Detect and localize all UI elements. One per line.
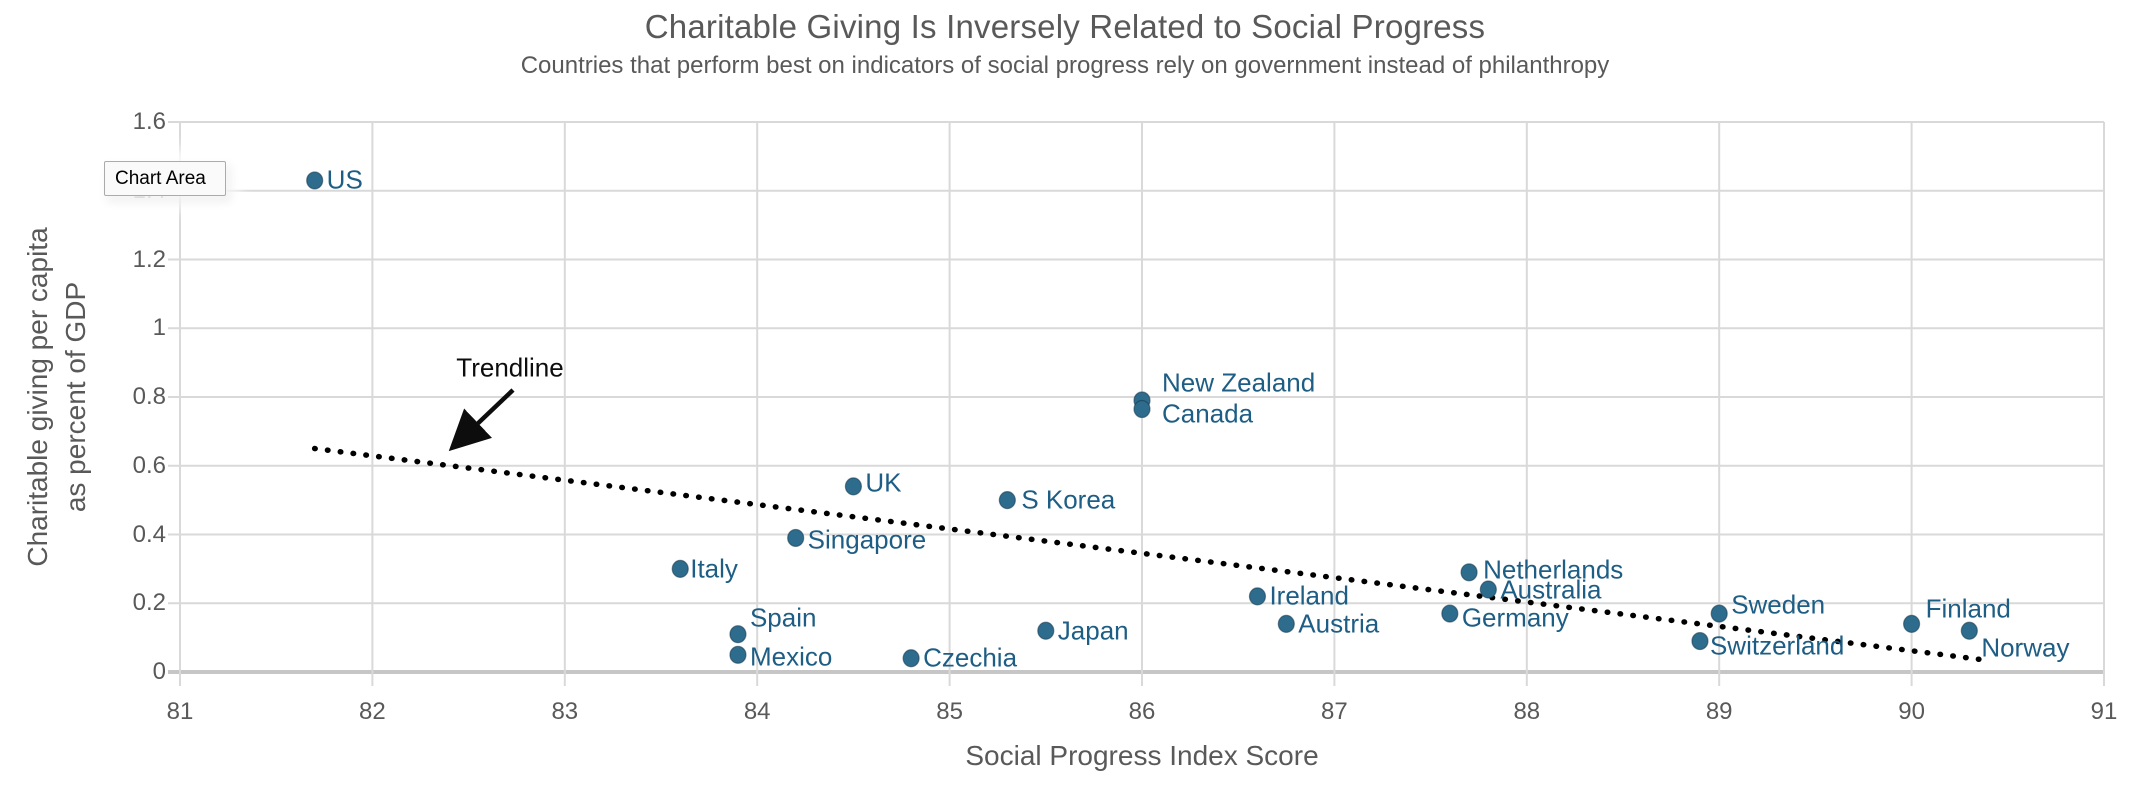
- y-tick-label: 1.2: [132, 245, 166, 273]
- data-point-norway[interactable]: [1960, 621, 1978, 640]
- data-point-ireland[interactable]: [1248, 587, 1267, 606]
- data-label-new-zealand[interactable]: New Zealand: [1162, 367, 1316, 398]
- y-tick-label: 0.6: [132, 451, 166, 479]
- data-label-switzerland[interactable]: Switzerland: [1709, 630, 1845, 661]
- data-label-australia[interactable]: Australia: [1500, 574, 1602, 604]
- x-tick-label: 90: [1898, 698, 1925, 725]
- data-label-ireland[interactable]: Ireland: [1269, 580, 1349, 611]
- data-point-singapore[interactable]: [787, 528, 805, 548]
- data-point-spain[interactable]: [729, 625, 747, 644]
- data-point-finland[interactable]: [1902, 614, 1921, 633]
- chart-title: Charitable Giving Is Inversely Related t…: [644, 8, 1486, 45]
- data-label-czechia[interactable]: Czechia: [923, 642, 1018, 673]
- data-label-singapore[interactable]: Singapore: [807, 524, 927, 555]
- data-point-sweden[interactable]: [1710, 604, 1728, 623]
- data-label-norway[interactable]: Norway: [1981, 632, 2070, 663]
- data-point-australia[interactable]: [1479, 580, 1497, 599]
- data-label-netherlands[interactable]: Netherlands: [1483, 554, 1624, 585]
- x-tick-label: 84: [743, 698, 771, 725]
- x-tick-label: 81: [166, 698, 194, 725]
- x-tick-label: 91: [2090, 698, 2118, 725]
- data-label-spain[interactable]: Spain: [749, 602, 817, 633]
- trendline[interactable]: [311, 445, 1982, 663]
- data-label-mexico[interactable]: Mexico: [749, 641, 833, 672]
- x-tick-label: 88: [1513, 698, 1541, 725]
- data-label-finland[interactable]: Finland: [1925, 593, 2011, 624]
- y-tick-label: 0.2: [132, 589, 166, 617]
- data-label-canada[interactable]: Canada: [1162, 398, 1254, 429]
- y-tick-label: 0.8: [132, 383, 166, 410]
- x-tick-label: 86: [1128, 698, 1156, 725]
- data-label-sweden[interactable]: Sweden: [1731, 589, 1826, 620]
- y-tick-label: 0.4: [132, 520, 166, 548]
- y-tick-label: 1.6: [132, 108, 166, 135]
- data-label-uk[interactable]: UK: [865, 467, 902, 498]
- data-label-germany[interactable]: Germany: [1461, 602, 1569, 633]
- data-point-germany[interactable]: [1441, 604, 1459, 623]
- x-tick-label: 87: [1321, 698, 1348, 725]
- data-label-japan[interactable]: Japan: [1057, 615, 1129, 646]
- data-point-mexico[interactable]: [729, 645, 747, 664]
- y-axis-title-line1: Charitable giving per capita: [22, 227, 53, 567]
- data-point-uk[interactable]: [844, 477, 863, 496]
- data-point-japan[interactable]: [1037, 621, 1055, 640]
- y-axis-title: Charitable giving per capita as percent …: [19, 97, 95, 697]
- data-label-s-korea[interactable]: S Korea: [1021, 484, 1116, 515]
- x-axis-title: Social Progress Index Score: [965, 740, 1319, 771]
- data-label-us[interactable]: US: [326, 164, 363, 195]
- data-point-netherlands[interactable]: [1460, 563, 1478, 582]
- x-tick-label: 85: [936, 698, 963, 725]
- data-point-s-korea[interactable]: [998, 491, 1016, 510]
- chart-area-tooltip: Chart Area: [104, 161, 226, 196]
- y-tick-label: 1: [152, 314, 166, 342]
- y-tick-label: 0: [152, 658, 166, 685]
- trendline-annotation-arrow[interactable]: [448, 388, 515, 452]
- data-point-canada[interactable]: [1133, 399, 1151, 419]
- data-point-austria[interactable]: [1277, 614, 1295, 633]
- data-point-switzerland[interactable]: [1691, 631, 1709, 651]
- x-tick-label: 89: [1705, 698, 1733, 725]
- trendline-annotation-label[interactable]: Trendline: [456, 352, 564, 383]
- data-label-austria[interactable]: Austria: [1298, 608, 1380, 639]
- data-point-us[interactable]: [306, 171, 324, 190]
- chart-subtitle: Countries that perform best on indicator…: [520, 52, 1610, 79]
- x-tick-label: 82: [359, 698, 386, 725]
- x-tick-label: 83: [551, 698, 579, 725]
- data-label-italy[interactable]: Italy: [690, 553, 738, 584]
- data-point-italy[interactable]: [671, 559, 689, 578]
- data-point-czechia[interactable]: [902, 649, 920, 668]
- y-axis-title-line2: as percent of GDP: [60, 281, 91, 513]
